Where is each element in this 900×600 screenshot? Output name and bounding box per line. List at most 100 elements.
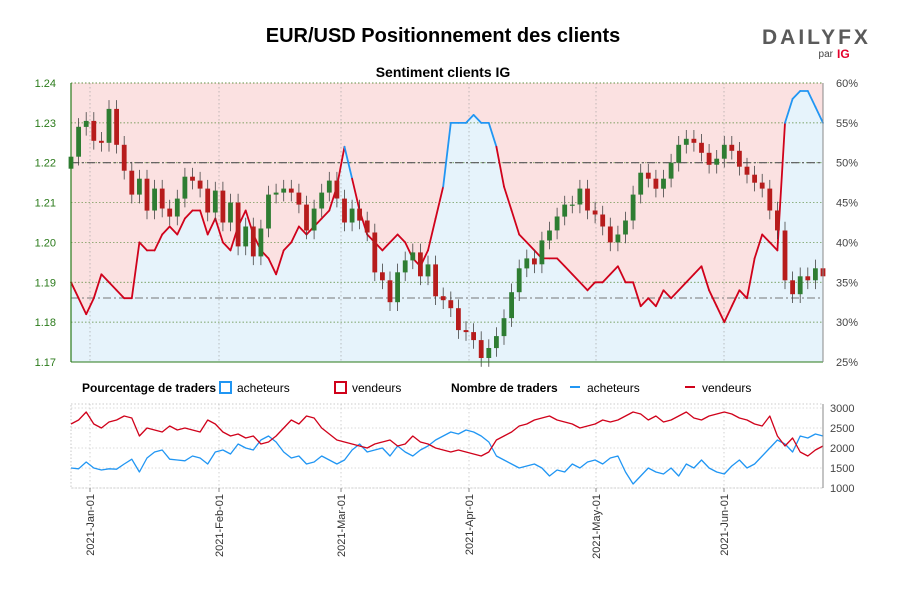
- price-candle: [577, 179, 583, 214]
- x-tick-label: 2021-Feb-01: [214, 494, 226, 557]
- price-candle: [683, 130, 689, 154]
- candle-body: [767, 188, 773, 211]
- candle-body: [706, 152, 712, 165]
- candle-body: [653, 178, 659, 189]
- count-sellers-line: [70, 411, 824, 457]
- candle-body: [478, 340, 484, 358]
- price-candle: [547, 221, 552, 250]
- price-candle: [448, 291, 454, 317]
- sentiment-line-segment: [70, 281, 80, 300]
- price-candle: [600, 205, 606, 236]
- candle-body: [797, 276, 803, 295]
- sentiment-line-segment: [221, 241, 232, 252]
- price-candle: [114, 100, 119, 154]
- chart-subtitle: Sentiment clients IG: [376, 64, 511, 80]
- candle-body: [319, 192, 325, 209]
- count-tick-label: 2000: [830, 443, 854, 455]
- candle-body: [76, 126, 81, 157]
- price-candle: [410, 243, 416, 270]
- sentiment-line-segment: [343, 145, 354, 180]
- sentiment-line-segment: [746, 257, 756, 300]
- price-candle: [137, 169, 142, 204]
- legend: Pourcentage de traders acheteurs vendeur…: [82, 381, 751, 395]
- candle-body: [456, 308, 461, 331]
- sentiment-line-segment: [639, 297, 650, 308]
- price-tick-label: 1.21: [35, 198, 56, 210]
- x-tick-label: 2021-Jan-01: [85, 494, 97, 556]
- price-candle: [144, 169, 150, 220]
- sentiment-line-segment: [586, 281, 596, 292]
- price-candle: [554, 207, 560, 240]
- price-candle: [129, 161, 135, 204]
- price-candle: [805, 267, 811, 290]
- candle-body: [418, 252, 423, 277]
- price-tick-label: 1.18: [35, 317, 56, 329]
- candle-body: [121, 144, 127, 171]
- price-candle: [509, 283, 514, 327]
- price-candle: [463, 321, 469, 341]
- price-candle: [478, 331, 484, 367]
- percent-tick-label: 25%: [836, 357, 858, 369]
- sentiment-line-segment: [563, 265, 574, 276]
- candle-body: [311, 208, 317, 231]
- legend-pct-heading: Pourcentage de traders: [82, 381, 216, 395]
- price-candle: [99, 132, 104, 152]
- price-candle: [402, 251, 408, 282]
- candle-body: [342, 198, 347, 223]
- sentiment-line-segment: [495, 145, 505, 188]
- price-candle: [501, 309, 507, 345]
- candle-body: [235, 202, 241, 247]
- percent-tick-label: 30%: [836, 317, 858, 329]
- sentiment-line-segment: [518, 233, 528, 244]
- sentiment-line-segment: [791, 90, 802, 100]
- candle-body: [258, 228, 264, 257]
- x-tick-label: 2021-Jun-01: [719, 494, 731, 556]
- percent-tick-label: 35%: [836, 277, 858, 289]
- price-tick-label: 1.19: [35, 277, 56, 289]
- sentiment-line-segment: [647, 297, 657, 308]
- candle-body: [569, 204, 575, 206]
- price-candle: [676, 136, 682, 172]
- candle-body: [152, 188, 157, 211]
- candle-body: [380, 272, 385, 281]
- price-candle: [296, 183, 302, 214]
- price-candle: [782, 221, 788, 290]
- price-candle: [288, 179, 294, 202]
- sentiment-line-segment: [85, 297, 95, 316]
- count-frame: [70, 403, 824, 489]
- sentiment-line-segment: [297, 225, 308, 236]
- candle-body: [486, 348, 492, 358]
- sentiment-line-segment: [92, 273, 103, 300]
- candle-body: [205, 188, 211, 213]
- candle-body: [395, 272, 400, 303]
- candle-body: [805, 276, 811, 281]
- price-candle: [623, 211, 628, 244]
- price-candle: [258, 219, 264, 266]
- price-candle: [615, 225, 621, 252]
- sentiment-line-segment: [655, 289, 665, 308]
- price-candle: [266, 185, 271, 238]
- legend-pct-sellers-swatch: [334, 381, 347, 394]
- sentiment-line-segment: [601, 273, 612, 284]
- price-candle: [197, 171, 203, 198]
- candle-body: [585, 188, 590, 211]
- price-candle: [797, 267, 803, 303]
- candle-body: [676, 144, 682, 163]
- candle-body: [296, 192, 302, 205]
- candle-body: [228, 202, 233, 223]
- candle-body: [114, 108, 119, 145]
- candle-body: [334, 180, 340, 199]
- candle-body: [714, 158, 720, 165]
- price-candle: [737, 142, 742, 176]
- candle-body: [668, 162, 674, 179]
- dailyfx-logo: DAILYFX par IG: [762, 26, 868, 61]
- price-candle: [759, 173, 765, 198]
- price-candle: [326, 171, 332, 202]
- candle-body: [691, 138, 697, 143]
- count-tick-label: 2500: [830, 423, 854, 435]
- candle-body: [440, 296, 446, 301]
- price-candle: [319, 183, 325, 218]
- x-tick-label: 2021-Mar-01: [336, 494, 348, 557]
- sentiment-line-segment: [472, 114, 483, 124]
- sentiment-line-segment: [434, 185, 445, 220]
